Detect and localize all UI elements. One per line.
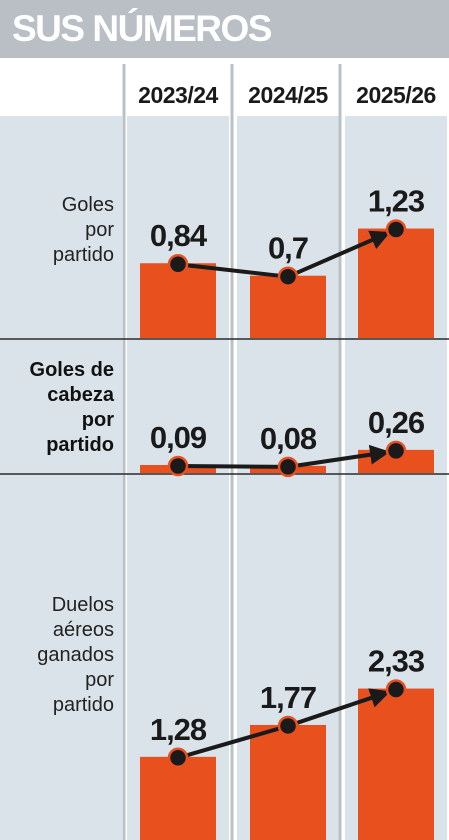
row-label-line: por bbox=[81, 409, 114, 431]
row-label-line: Goles de bbox=[29, 359, 114, 381]
value-dot bbox=[385, 679, 407, 700]
row-label-line: partido bbox=[46, 434, 114, 456]
value-dot bbox=[167, 455, 189, 477]
trend-line bbox=[176, 262, 290, 279]
value-dot bbox=[167, 253, 189, 275]
row-label-line: ganados bbox=[37, 643, 114, 666]
value-label: 1,28 bbox=[150, 712, 207, 747]
label-panel bbox=[0, 116, 122, 840]
row-label: Goles por partido bbox=[0, 193, 114, 268]
bar bbox=[358, 688, 434, 840]
header-bar: SUS NÚMEROS bbox=[0, 0, 449, 58]
value-dot bbox=[385, 219, 407, 240]
row-label-line: aéreos bbox=[52, 618, 114, 641]
value-dot bbox=[277, 266, 299, 287]
season-header: 2023/24 bbox=[138, 82, 218, 108]
row-label: Duelos aéreos ganados por partido bbox=[0, 593, 114, 718]
row-label-line: por bbox=[85, 668, 114, 691]
column-panel bbox=[127, 116, 229, 840]
row-label: Goles de cabeza por partido bbox=[0, 358, 114, 458]
trend-arrow bbox=[286, 444, 391, 469]
trend-line bbox=[176, 463, 290, 469]
value-label: 0,26 bbox=[368, 405, 425, 440]
page-title: SUS NÚMEROS bbox=[12, 8, 272, 49]
row-label-line: Goles bbox=[61, 193, 114, 216]
row-label-line: Duelos bbox=[51, 593, 114, 616]
season-header: 2025/26 bbox=[356, 82, 436, 108]
bar bbox=[358, 228, 434, 338]
row-label-line: partido bbox=[52, 693, 114, 716]
season-header: 2024/25 bbox=[248, 82, 328, 108]
value-dot bbox=[385, 440, 407, 462]
value-label: 0,7 bbox=[268, 231, 308, 266]
trend-arrow bbox=[286, 230, 391, 279]
value-dot bbox=[277, 715, 299, 737]
row-label-line: cabeza bbox=[47, 384, 114, 406]
row-label-line: partido bbox=[52, 243, 114, 266]
bar bbox=[140, 263, 216, 338]
value-dot bbox=[277, 456, 299, 478]
row-label-line: por bbox=[85, 218, 114, 241]
bar bbox=[250, 724, 326, 840]
value-label: 0,84 bbox=[150, 218, 208, 253]
value-label: 2,33 bbox=[368, 644, 425, 679]
value-label: 1,23 bbox=[368, 184, 425, 219]
bar bbox=[140, 756, 216, 840]
value-label: 0,08 bbox=[260, 421, 317, 456]
value-label: 1,77 bbox=[260, 680, 316, 715]
value-label: 0,09 bbox=[150, 420, 207, 455]
header-gap bbox=[0, 58, 449, 64]
trend-line bbox=[176, 723, 290, 760]
trend-arrow bbox=[286, 688, 391, 728]
value-dot bbox=[167, 747, 189, 769]
